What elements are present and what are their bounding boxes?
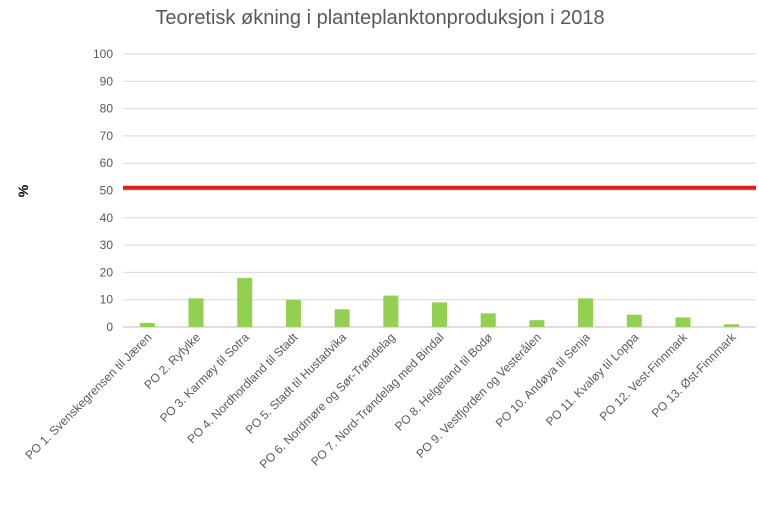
bar xyxy=(383,295,399,327)
y-tick-label: 20 xyxy=(100,265,114,279)
bar xyxy=(578,298,594,327)
bar xyxy=(188,298,204,327)
y-tick-label: 50 xyxy=(100,184,114,198)
x-category-label: PO 11. Kvaløy til Loppa xyxy=(543,330,642,429)
bar xyxy=(285,299,301,327)
bars xyxy=(139,277,740,327)
y-tick-label: 70 xyxy=(100,129,114,143)
chart-title: Teoretisk økning i planteplanktonproduks… xyxy=(155,7,604,29)
bar xyxy=(529,320,545,327)
bar xyxy=(237,277,253,327)
bar xyxy=(432,302,447,327)
x-category-label: PO 5. Stadt til Hustadvika xyxy=(243,330,350,437)
x-category-label: PO 1. Svenskegrensen til Jæren xyxy=(22,330,154,462)
bar xyxy=(480,313,496,327)
x-category-label: PO 10. Andøya til Senja xyxy=(493,330,593,430)
y-tick-label: 100 xyxy=(93,47,113,61)
y-tick-label: 60 xyxy=(100,156,114,170)
bar xyxy=(626,314,642,327)
y-tick-label: 80 xyxy=(100,102,114,116)
x-category-label: PO 12. Vest-Finnmark xyxy=(597,330,691,424)
y-axis-label: % xyxy=(15,184,31,197)
bar xyxy=(675,317,691,327)
bar xyxy=(724,324,740,327)
y-tick-label: 90 xyxy=(100,74,114,88)
y-tick-label: 30 xyxy=(100,238,114,252)
x-category-label: PO 8. Helgeland til Bodø xyxy=(392,330,496,434)
y-tick-label: 10 xyxy=(100,293,114,307)
bar xyxy=(334,309,350,327)
gridlines xyxy=(123,53,756,328)
y-tick-label: 0 xyxy=(106,320,113,334)
y-axis-ticks: 0 10 20 30 40 50 60 70 80 90 100 xyxy=(93,47,113,334)
bar xyxy=(139,322,155,327)
x-category-label: PO 13. Øst-Finnmark xyxy=(649,330,740,421)
x-category-label: PO 3. Karmøy til Sotra xyxy=(157,330,252,425)
y-tick-label: 40 xyxy=(100,211,114,225)
